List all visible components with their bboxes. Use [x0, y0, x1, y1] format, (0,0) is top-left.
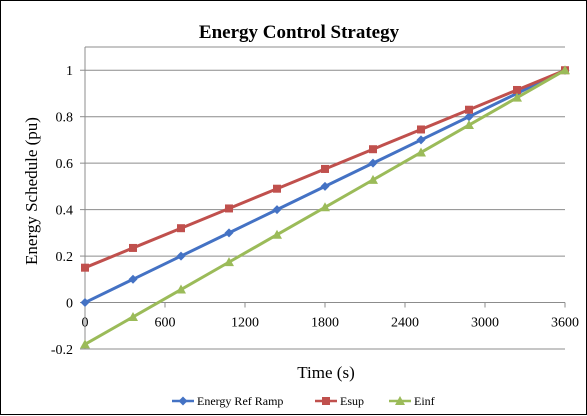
x-tick-label: 1800 — [311, 316, 339, 331]
data-point-einf — [128, 311, 138, 321]
data-point-esup — [129, 243, 137, 252]
series-energy-ref-ramp — [80, 65, 570, 308]
x-tick-label: 600 — [155, 316, 176, 331]
legend-label: Einf — [414, 394, 435, 408]
y-tick-label: 0 — [66, 297, 73, 312]
x-tick-label: 2400 — [391, 316, 419, 331]
data-point-einf — [512, 92, 522, 102]
data-point-esup — [225, 204, 233, 213]
data-point-einf — [80, 339, 90, 349]
data-point-energy-ref-ramp — [272, 205, 282, 215]
x-tick-label: 1200 — [231, 316, 259, 331]
legend-marker — [322, 397, 330, 405]
data-point-esup — [369, 145, 377, 154]
data-point-einf — [368, 174, 378, 184]
axes — [80, 47, 566, 350]
data-point-einf — [560, 65, 570, 75]
data-point-esup — [465, 105, 473, 114]
y-tick-label: 0.2 — [56, 250, 74, 265]
data-point-einf — [464, 120, 474, 130]
y-tick-label: 0.4 — [56, 204, 74, 219]
data-point-energy-ref-ramp — [80, 298, 90, 308]
legend-item-esup: Esup — [315, 394, 364, 408]
data-point-esup — [273, 184, 281, 193]
chart-title: Energy Control Strategy — [199, 22, 400, 43]
x-tick-label: 3600 — [551, 316, 579, 331]
y-tick-label: 0.8 — [56, 111, 74, 126]
data-point-esup — [177, 224, 185, 233]
data-point-energy-ref-ramp — [320, 181, 330, 191]
y-axis-label: Energy Schedule (pu) — [22, 117, 41, 265]
data-point-energy-ref-ramp — [224, 228, 234, 238]
legend-item-energy-ref-ramp: Energy Ref Ramp — [172, 394, 283, 408]
legend: Energy Ref Ramp Esup Einf — [172, 394, 435, 408]
data-point-energy-ref-ramp — [416, 135, 426, 145]
legend-label: Energy Ref Ramp — [197, 394, 283, 408]
data-point-einf — [176, 284, 186, 294]
data-point-einf — [320, 202, 330, 212]
legend-marker — [395, 396, 405, 405]
data-point-energy-ref-ramp — [464, 112, 474, 122]
data-point-einf — [224, 257, 234, 267]
y-tick-label: -0.2 — [51, 343, 73, 358]
legend-marker — [178, 396, 188, 406]
x-tick-labels: 0 600 1200 1800 2400 3000 3600 — [82, 316, 580, 331]
data-point-esup — [417, 125, 425, 134]
legend-item-einf: Einf — [389, 394, 435, 408]
y-tick-label: 0.6 — [56, 157, 74, 172]
y-tick-labels: -0.2 0 0.2 0.4 0.6 0.8 1 — [51, 64, 73, 358]
data-point-energy-ref-ramp — [368, 158, 378, 168]
data-point-energy-ref-ramp — [128, 274, 138, 284]
data-point-esup — [513, 85, 521, 94]
series-einf — [80, 65, 570, 349]
data-point-esup — [81, 263, 89, 272]
x-axis-label: Time (s) — [297, 363, 354, 382]
data-point-energy-ref-ramp — [176, 251, 186, 261]
legend-label: Esup — [340, 394, 364, 408]
series-layer — [80, 65, 570, 349]
data-point-esup — [321, 164, 329, 173]
x-tick-label: 0 — [82, 316, 89, 331]
x-tick-label: 3000 — [471, 316, 499, 331]
y-tick-label: 1 — [66, 64, 73, 79]
data-point-einf — [272, 229, 282, 239]
data-point-einf — [416, 147, 426, 157]
series-esup — [81, 66, 569, 272]
